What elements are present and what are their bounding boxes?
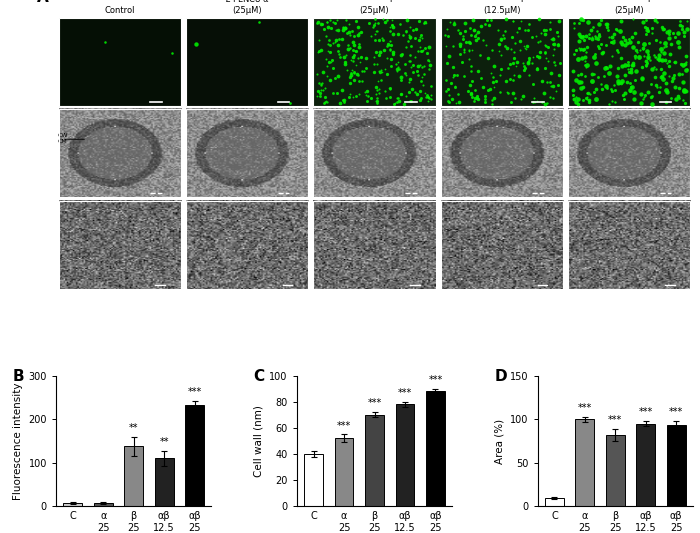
Bar: [314, 200, 435, 289]
Text: $\mathit{L}$-PLNC8 αβ
(25μM): $\mathit{L}$-PLNC8 αβ (25μM): [604, 0, 655, 14]
Bar: [395, 405, 414, 506]
Bar: [186, 405, 204, 506]
Text: $\mathit{L}$-PLNC8 αβ
(12.5μM): $\mathit{L}$-PLNC8 αβ (12.5μM): [477, 0, 527, 14]
Bar: [186, 109, 308, 197]
Text: ***: ***: [188, 387, 202, 397]
Bar: [59, 200, 181, 289]
Bar: [441, 18, 563, 106]
Bar: [575, 419, 594, 506]
Y-axis label: Area (%): Area (%): [495, 418, 505, 464]
Text: A: A: [37, 0, 48, 5]
Text: Control: Control: [104, 6, 135, 14]
Text: $\mathit{L}$-PLNC8 α
(25μM): $\mathit{L}$-PLNC8 α (25μM): [225, 0, 270, 14]
Bar: [568, 200, 690, 289]
Text: ***: ***: [337, 421, 351, 431]
Bar: [59, 109, 181, 197]
Bar: [63, 503, 82, 506]
Bar: [636, 424, 655, 506]
Text: ***: ***: [578, 402, 592, 413]
Text: CM: CM: [57, 139, 67, 144]
Bar: [667, 425, 686, 506]
Bar: [186, 18, 308, 106]
Bar: [59, 18, 181, 106]
Bar: [186, 200, 308, 289]
Bar: [441, 109, 563, 197]
Bar: [94, 503, 113, 506]
Bar: [441, 200, 563, 289]
Y-axis label: Cell wall (nm): Cell wall (nm): [254, 405, 264, 477]
Text: CW: CW: [57, 133, 68, 139]
Text: **: **: [129, 423, 139, 433]
Text: D: D: [494, 369, 507, 384]
Text: ***: ***: [368, 398, 382, 408]
Text: B: B: [13, 369, 24, 384]
Y-axis label: Fluorescence intensity: Fluorescence intensity: [13, 382, 23, 500]
Bar: [335, 438, 354, 506]
Text: ***: ***: [608, 415, 622, 425]
Bar: [124, 446, 143, 506]
Bar: [314, 18, 435, 106]
Bar: [365, 415, 384, 506]
Text: ***: ***: [428, 375, 442, 385]
Bar: [606, 435, 625, 506]
Text: $\mathit{L}$-PLNC8 β
(25μM): $\mathit{L}$-PLNC8 β (25μM): [352, 0, 397, 14]
Bar: [426, 391, 445, 506]
Bar: [314, 109, 435, 197]
Bar: [155, 458, 174, 506]
Text: ***: ***: [638, 407, 653, 417]
Text: ***: ***: [398, 388, 412, 398]
Bar: [568, 109, 690, 197]
Bar: [568, 18, 690, 106]
Text: C: C: [253, 369, 265, 384]
Text: **: **: [160, 437, 169, 447]
Text: ***: ***: [669, 407, 683, 417]
Bar: [545, 498, 564, 506]
Bar: [304, 454, 323, 506]
